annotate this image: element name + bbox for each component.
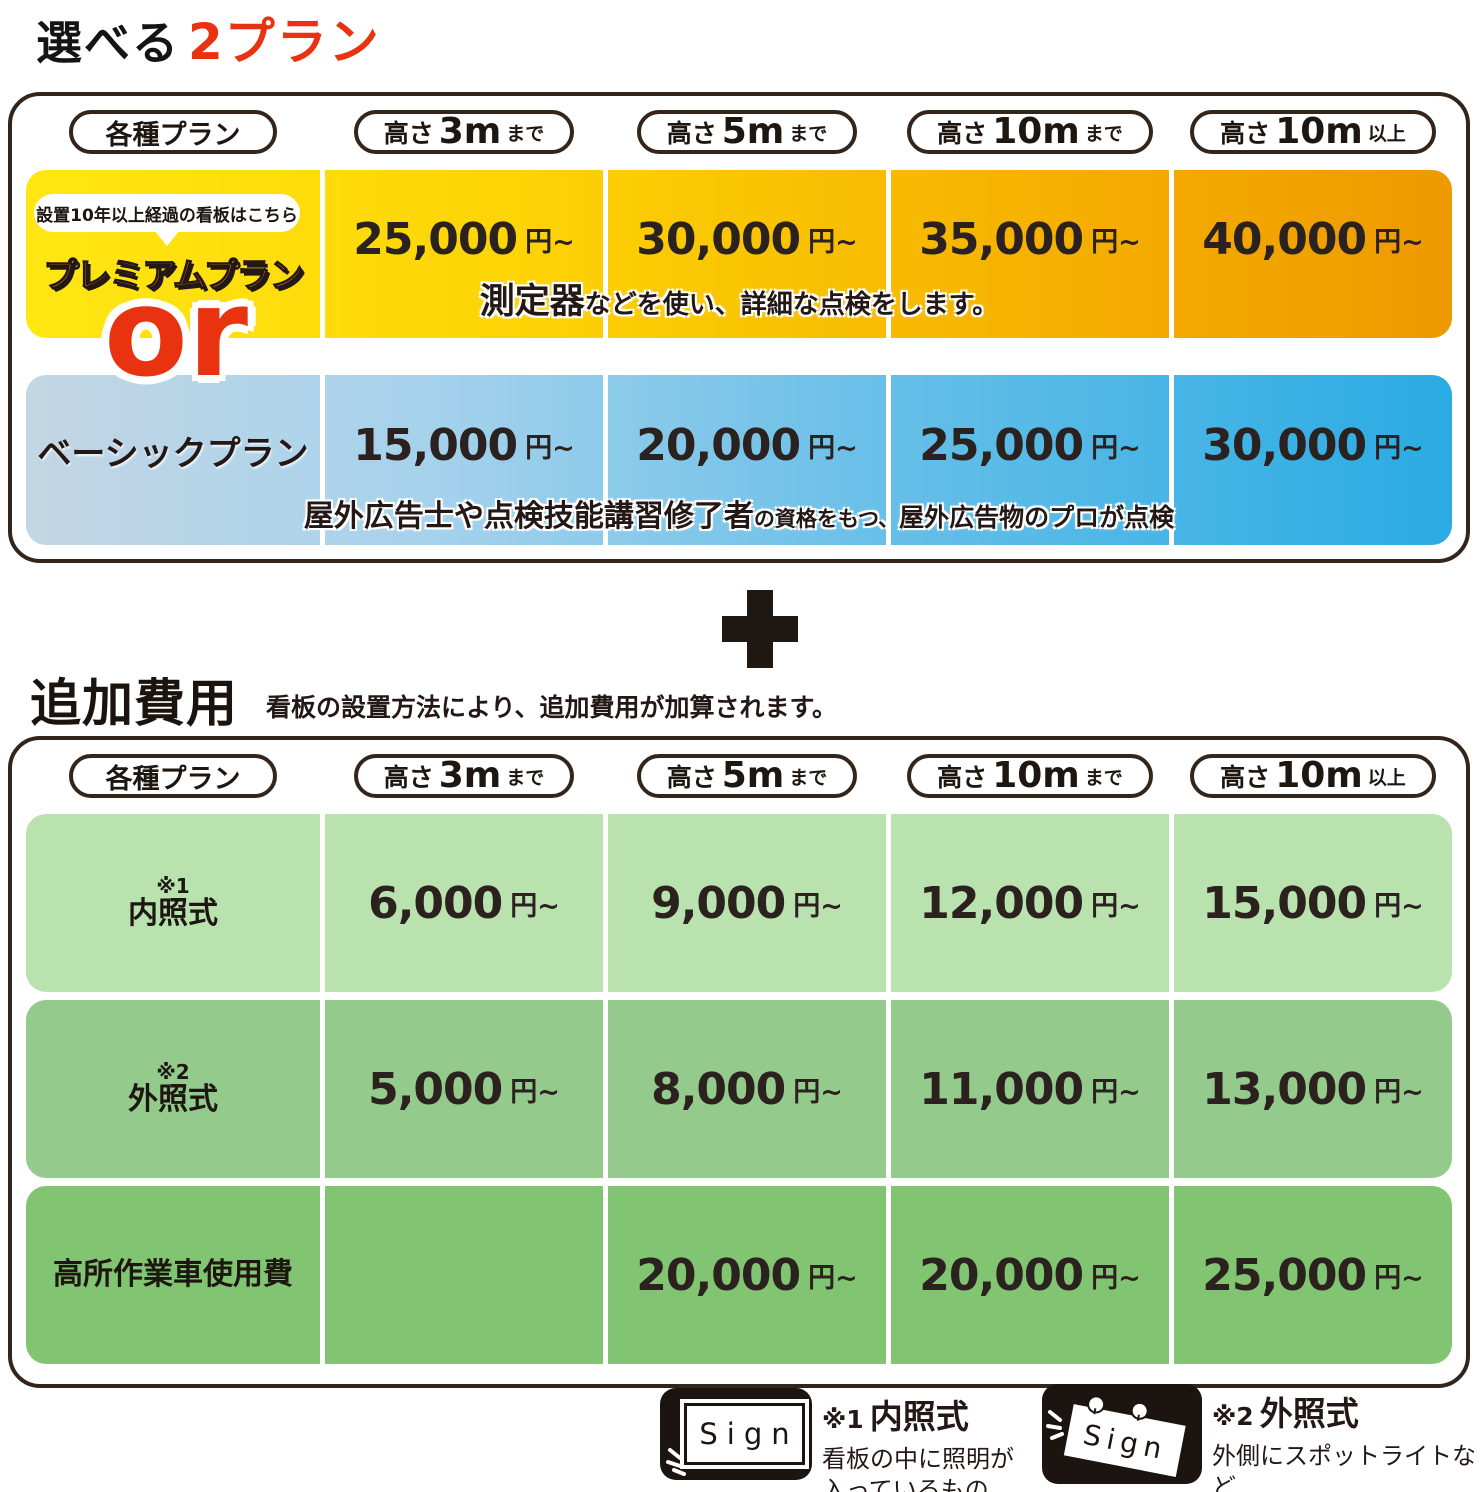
basic-note: 屋外広告士や点検技能講習修了者の資格をもつ、屋外広告物のプロが点検 [303,499,1175,534]
premium-bubble: 設置10年以上経過の看板はこちら [34,194,300,232]
external-light-sign-icon: Sign [1042,1384,1202,1484]
extra-cost-table: 各種プラン 高さ 3m まで 高さ 5m まで 高さ 10m まで 高さ 10m 以上 ※1 内照… [8,736,1470,1388]
premium-plan-name: プレミアムプラン [43,255,305,296]
premium-price-10m: 35,000 円~ [919,213,1141,265]
aerial-vehicle-row: 高所作業車使用費 20,000 円~ 20,000 円~ 25,000 円~ [26,1186,1452,1364]
header-pill-5m: 高さ 5m まで [636,110,858,154]
column-divider [886,1186,891,1364]
external-price-10m: 11,000 円~ [919,1063,1141,1115]
header-pill-10m: 高さ 10m まで [907,754,1153,798]
external-light-row: ※2 外照式 5,000 円~ 8,000 円~ 11,000 円~ 13,000 円~ [26,1000,1452,1178]
header-pill-plan: 各種プラン [69,110,277,154]
extra-header-row: 各種プラン 高さ 3m まで 高さ 5m まで 高さ 10m まで 高さ 10m 以上 [26,754,1452,798]
aerial-price-3m [325,1186,603,1364]
premium-label-cell: 設置10年以上経過の看板はこちら プレミアムプラン [26,170,320,338]
internal-light-sign-icon: Sign [660,1388,812,1480]
basic-label-cell: ベーシックプラン [26,375,320,545]
column-divider [603,1000,608,1178]
external-price-3m: 5,000 円~ [368,1063,560,1115]
column-divider [1169,1186,1174,1364]
premium-plan-row: 設置10年以上経過の看板はこちら プレミアムプラン 25,000 円~ 30,00… [26,170,1452,338]
premium-price-over10m: 40,000 円~ [1202,213,1424,265]
page-title: 選べる 2プラン [36,2,381,74]
internal-light-legend: ※1 内照式 看板の中に照明が 入っているもの [822,1397,1014,1492]
internal-price-5m: 9,000 円~ [651,877,843,929]
or-label: or [104,262,248,404]
plans-table: 各種プラン 高さ 3m まで 高さ 5m まで 高さ 10m まで 高さ 10m 以上 設置10… [8,92,1470,563]
column-divider [603,814,608,992]
header-pill-3m: 高さ 3m まで [353,110,575,154]
plus-icon [722,590,798,668]
column-divider [886,375,891,545]
internal-price-10m: 12,000 円~ [919,877,1141,929]
column-divider [886,814,891,992]
aerial-price-10m: 20,000 円~ [919,1249,1141,1301]
header-pill-3m: 高さ 3m まで [353,754,575,798]
header-pill-over10m: 高さ 10m 以上 [1190,110,1436,154]
column-divider [1169,814,1174,992]
basic-price-5m: 20,000 円~ [636,419,858,471]
row-name: 高所作業車使用費 [53,1257,293,1292]
column-divider [320,1186,325,1364]
column-divider [320,375,325,545]
footnote-ref: ※2 [156,1060,190,1084]
premium-price-3m: 25,000 円~ [353,213,575,265]
page-title-black: 選べる [36,16,180,70]
header-pill-over10m: 高さ 10m 以上 [1190,754,1436,798]
plans-header-row: 各種プラン 高さ 3m まで 高さ 5m まで 高さ 10m まで 高さ 10m 以上 [26,110,1452,154]
column-divider [320,1000,325,1178]
column-divider [886,170,891,338]
basic-price-10m: 25,000 円~ [919,419,1141,471]
column-divider [886,1000,891,1178]
header-pill-10m: 高さ 10m まで [907,110,1153,154]
aerial-price-over10m: 25,000 円~ [1202,1249,1424,1301]
basic-plan-row: ベーシックプラン 15,000 円~ 20,000 円~ 25,000 円~ 30,0… [26,375,1452,545]
external-price-over10m: 13,000 円~ [1202,1063,1424,1115]
extra-cost-title: 追加費用 [30,675,239,734]
basic-plan-name: ベーシックプラン [37,433,309,474]
page-title-red: 2プラン [188,13,381,71]
row-name: 外照式 [128,1082,218,1117]
footnote-ref: ※1 [822,1405,864,1434]
footnote-ref: ※2 [1212,1402,1254,1431]
light-rays-icon [666,1448,686,1476]
column-divider [603,375,608,545]
internal-price-over10m: 15,000 円~ [1202,877,1424,929]
internal-light-label-cell: ※1 内照式 [26,814,320,992]
basic-price-over10m: 30,000 円~ [1202,419,1424,471]
premium-bubble-tail [154,230,180,246]
internal-light-row: ※1 内照式 6,000 円~ 9,000 円~ 12,000 円~ 15,000 円~ [26,814,1452,992]
internal-price-3m: 6,000 円~ [368,877,560,929]
aerial-vehicle-label-cell: 高所作業車使用費 [26,1186,320,1364]
header-pill-5m: 高さ 5m まで [636,754,858,798]
aerial-price-5m: 20,000 円~ [636,1249,858,1301]
premium-price-5m: 30,000 円~ [636,213,858,265]
extra-cost-subtitle: 看板の設置方法により、追加費用が加算されます。 [266,693,838,722]
premium-note: 測定器などを使い、詳細な点検をします。 [479,282,999,322]
row-name: 内照式 [128,896,218,931]
column-divider [320,170,325,338]
column-divider [1169,375,1174,545]
sign-board: Sign [684,1403,805,1465]
external-light-label-cell: ※2 外照式 [26,1000,320,1178]
basic-price-3m: 15,000 円~ [353,419,575,471]
header-pill-plan: 各種プラン [69,754,277,798]
column-divider [1169,1000,1174,1178]
external-price-5m: 8,000 円~ [651,1063,843,1115]
column-divider [1169,170,1174,338]
column-divider [603,170,608,338]
footnote-ref: ※1 [156,874,190,898]
column-divider [603,1186,608,1364]
column-divider [320,814,325,992]
